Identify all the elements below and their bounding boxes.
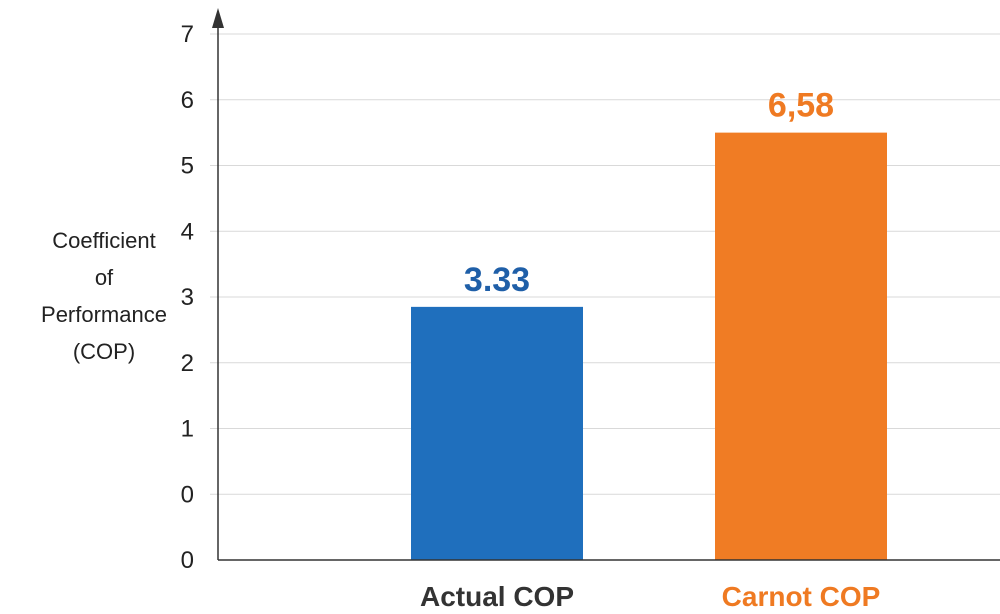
y-axis-arrow-icon	[212, 8, 224, 28]
category-label: Actual COP	[420, 581, 574, 612]
category-labels: Actual COP Carnot COP	[420, 581, 880, 612]
data-labels: 3.33 6,58	[464, 87, 834, 299]
y-tick-label: 7	[181, 21, 194, 48]
y-axis-label-line: (COP)	[73, 339, 135, 364]
y-tick-label: 6	[181, 87, 194, 114]
bars	[411, 132, 887, 560]
y-tick-label: 3	[181, 284, 194, 311]
data-label: 6,58	[768, 87, 834, 125]
bar	[715, 132, 887, 560]
y-axis-label-line: Performance	[41, 302, 167, 327]
y-tick-label: 2	[181, 350, 194, 377]
y-tick-label: 0	[181, 481, 194, 508]
y-axis-label-line: Coefficient	[52, 228, 156, 253]
y-tick-labels: 7 6 5 4 3 2 1 0 0	[181, 21, 194, 574]
y-tick-label: 1	[181, 416, 194, 443]
gridlines	[210, 33, 1000, 495]
y-axis-label: Coefficient of Performance (COP)	[41, 228, 167, 364]
y-axis-label-line: of	[95, 265, 114, 290]
data-label: 3.33	[464, 261, 530, 299]
y-tick-label: 5	[181, 153, 194, 180]
bar	[411, 306, 583, 560]
y-tick-label: 0	[181, 547, 194, 574]
category-label: Carnot COP	[722, 581, 881, 612]
y-tick-label: 4	[181, 218, 194, 245]
